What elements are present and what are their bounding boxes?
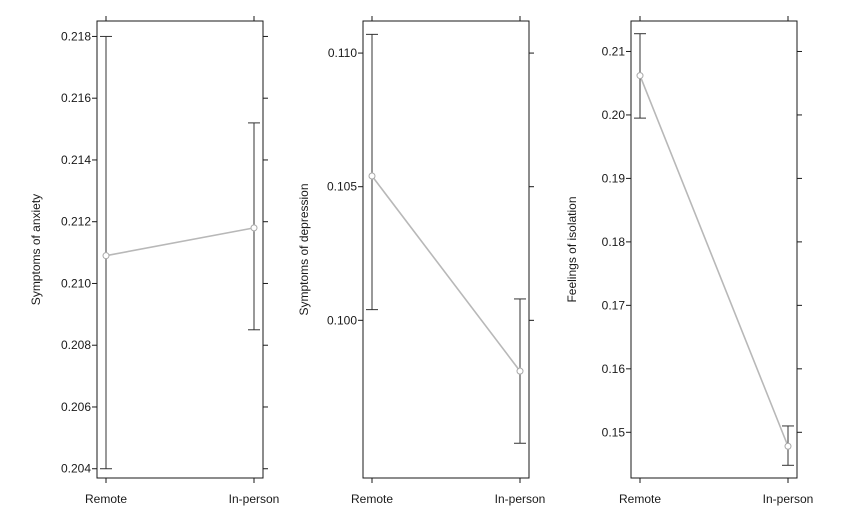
y-tick-label: 0.15	[602, 425, 626, 439]
series-line	[371, 175, 521, 372]
y-tick-label: 0.20	[602, 108, 626, 122]
y-tick-label: 0.218	[61, 29, 91, 43]
y-tick-label: 0.105	[327, 180, 357, 194]
x-tick-label: In-person	[763, 492, 814, 506]
y-tick-label: 0.212	[61, 215, 91, 229]
data-point	[102, 252, 110, 260]
x-tick-label: In-person	[229, 492, 280, 506]
y-tick-label: 0.19	[602, 171, 626, 185]
y-tick-label: 0.204	[61, 462, 91, 476]
x-tick-label: Remote	[85, 492, 127, 506]
y-tick-label: 0.16	[602, 362, 626, 376]
y-tick-label: 0.208	[61, 338, 91, 352]
panel-2: 0.100 0.105 0.110 Remote In-person Symptoms o…	[297, 16, 545, 506]
data-point	[368, 172, 376, 180]
series-line	[639, 75, 789, 447]
y-tick-label: 0.100	[327, 313, 357, 327]
plot-frame	[630, 20, 798, 479]
plot-frame	[96, 20, 264, 479]
y-axis-label: Feelings of isolation	[565, 196, 579, 302]
data-point	[516, 367, 524, 375]
y-axis-label: Symptoms of depression	[297, 183, 311, 315]
y-axis-label: Symptoms of anxiety	[29, 194, 43, 305]
data-point	[636, 72, 644, 80]
y-tick-label: 0.110	[328, 46, 357, 60]
y-tick-label: 0.17	[602, 298, 626, 312]
y-tick-label: 0.206	[61, 400, 91, 414]
plot-frame	[362, 20, 530, 479]
y-tick-label: 0.216	[61, 91, 91, 105]
x-tick-label: Remote	[619, 492, 661, 506]
x-tick-label: Remote	[351, 492, 393, 506]
y-tick-label: 0.18	[602, 235, 626, 249]
series-line	[105, 227, 255, 257]
panel-1: 0.204 0.206 0.208 0.210 0.212 0.214 0.216 0.218…	[29, 16, 279, 506]
x-tick-label: In-person	[495, 492, 546, 506]
data-point	[784, 442, 792, 450]
data-point	[250, 224, 258, 232]
panel-3: 0.15 0.16 0.17 0.18 0.19 0.20 0.21 Remote In-per…	[565, 16, 813, 506]
y-tick-label: 0.21	[602, 44, 626, 58]
y-tick-label: 0.214	[61, 153, 91, 167]
y-tick-label: 0.210	[61, 276, 91, 290]
